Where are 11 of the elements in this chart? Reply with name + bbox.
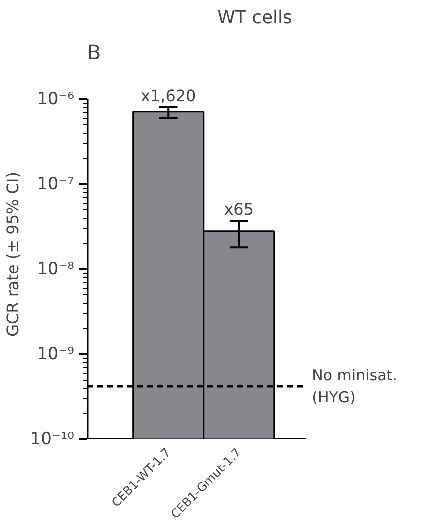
data-label: x65 <box>224 200 254 220</box>
y-tick-label: 10⁻⁶ <box>37 89 75 110</box>
ref-line-label: No minisat. (HYG) <box>312 366 398 406</box>
y-tick-label: 10⁻⁸ <box>37 259 75 280</box>
text: B <box>88 40 102 64</box>
chart-title: WT cells <box>218 8 292 28</box>
y-tick-label: 10⁻¹⁰ <box>30 430 75 450</box>
y-tick-label: 10⁻⁷ <box>37 174 75 194</box>
data-label: x1,620 <box>140 86 196 106</box>
y-axis-title: GCR rate (± 95% CI) <box>3 172 22 337</box>
y-tick-label: 10⁻⁹ <box>37 344 75 364</box>
